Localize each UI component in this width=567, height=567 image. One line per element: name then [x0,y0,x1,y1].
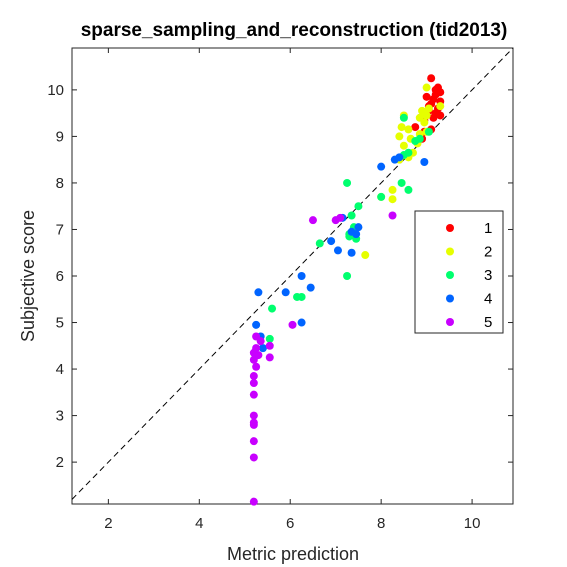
data-point-series-4 [354,223,363,232]
data-point-series-5 [254,351,263,360]
legend-marker-3 [446,271,454,279]
data-point-series-5 [256,337,265,346]
x-axis-label: Metric prediction [227,544,359,564]
y-tick-label: 8 [56,175,64,192]
legend-marker-1 [446,224,454,232]
y-axis-label: Subjective score [18,210,38,342]
data-point-series-3 [343,272,352,280]
data-point-series-2 [397,123,406,132]
data-point-series-2 [395,132,404,141]
x-tick-label: 4 [195,515,203,532]
data-point-series-3 [343,178,352,187]
data-point-series-4 [258,344,267,353]
data-point-series-3 [404,185,413,194]
chart-title: sparse_sampling_and_reconstruction (tid2… [81,20,508,41]
x-tick-label: 8 [377,515,385,532]
legend: 1 2 3 4 5 [414,210,504,334]
legend-box [414,210,504,334]
data-point-series-5 [249,411,258,420]
y-tick-label: 10 [47,82,64,99]
data-point-series-5 [249,420,258,429]
identity-reference-line [71,47,514,500]
data-point-series-3 [297,292,306,301]
data-point-series-4 [297,272,306,280]
legend-label-4: 4 [484,291,492,308]
data-point-series-4 [327,237,336,246]
data-point-series-3 [377,192,386,201]
data-point-series-3 [268,304,277,313]
data-point-series-5 [331,216,340,225]
data-point-series-2 [388,185,397,194]
data-point-series-4 [377,162,386,171]
x-tick-label: 2 [104,515,112,532]
data-point-series-2 [404,125,413,134]
data-point-series-4 [254,288,263,297]
legend-marker-2 [446,247,454,256]
y-tick-label: 9 [56,128,64,145]
data-point-series-2 [388,195,397,204]
data-point-series-4 [347,248,356,257]
data-point-series-3 [315,239,324,248]
data-point-series-3 [399,113,408,122]
data-point-series-5 [308,216,317,225]
data-point-series-1 [429,113,438,122]
data-point-series-2 [399,141,408,150]
data-point-series-4 [306,283,315,292]
y-tick-label: 6 [56,268,64,285]
data-point-series-3 [397,178,406,187]
data-point-series-5 [288,320,297,329]
legend-items: 1 2 3 4 5 [446,220,492,331]
x-tick-label: 10 [464,515,481,532]
data-point-series-5 [265,353,274,362]
data-point-series-4 [281,288,290,297]
legend-label-2: 2 [484,244,492,261]
data-point-series-2 [361,251,370,260]
data-point-series-5 [249,372,258,381]
data-point-series-1 [427,74,436,83]
data-point-series-2 [420,118,429,127]
y-axis-ticks: 2 3 4 5 6 7 8 9 10 [47,82,513,471]
data-point-series-3 [354,202,363,211]
data-point-series-1 [411,123,420,132]
data-point-series-2 [436,102,445,111]
data-point-series-5 [265,341,274,350]
data-point-series-5 [249,379,258,388]
data-point-series-3 [411,137,420,146]
data-point-series-5 [249,437,258,446]
data-points [249,74,445,506]
data-point-series-5 [252,362,261,371]
legend-label-3: 3 [484,267,492,284]
data-point-series-5 [388,211,397,220]
y-tick-label: 4 [56,361,64,378]
data-point-series-1 [431,85,440,94]
data-point-series-5 [249,390,258,399]
data-point-series-1 [422,92,431,101]
data-point-series-2 [422,83,431,92]
legend-label-5: 5 [484,314,492,331]
y-tick-label: 2 [56,454,64,471]
data-point-series-3 [424,127,433,136]
data-point-series-4 [297,318,306,327]
y-tick-label: 5 [56,315,64,332]
data-point-series-4 [390,155,399,164]
data-point-series-5 [249,497,258,506]
x-axis-ticks: 2 4 6 8 10 [104,48,480,532]
legend-marker-5 [446,318,454,326]
legend-label-1: 1 [484,220,492,237]
data-point-series-4 [352,230,361,239]
y-tick-label: 7 [56,221,64,238]
data-point-series-2 [422,111,431,120]
legend-marker-4 [446,294,454,303]
data-point-series-4 [420,158,429,166]
data-point-series-4 [333,246,342,255]
data-point-series-1 [436,111,445,120]
y-tick-label: 3 [56,408,64,425]
x-tick-label: 6 [286,515,294,532]
data-point-series-4 [252,320,261,329]
data-point-series-3 [265,334,274,343]
data-point-series-5 [249,453,258,462]
data-point-series-3 [347,211,356,220]
